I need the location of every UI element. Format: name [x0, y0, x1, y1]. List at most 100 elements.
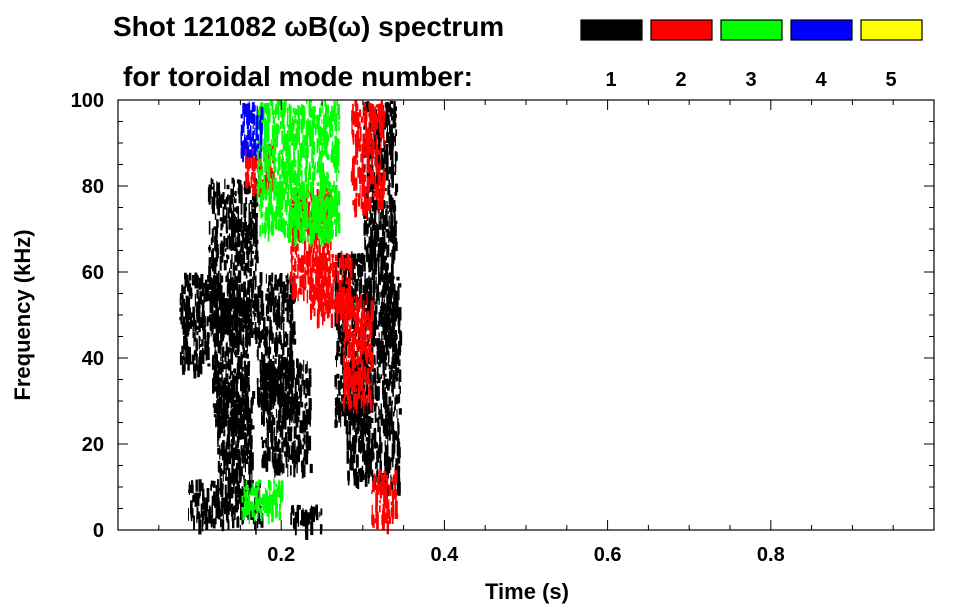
- spectrum-mark-mode-1: [179, 293, 182, 300]
- spectrum-mark-mode-1: [226, 463, 229, 471]
- spectrum-mark-mode-2: [364, 309, 366, 314]
- spectrum-mark-mode-1: [377, 453, 380, 463]
- spectrum-mark-mode-2: [343, 399, 345, 412]
- spectrum-mark-mode-1: [381, 148, 385, 153]
- spectrum-mark-mode-1: [237, 418, 240, 423]
- spectrum-mark-mode-1: [289, 337, 291, 346]
- spectrum-mark-mode-1: [222, 440, 225, 453]
- spectrum-mark-mode-1: [260, 280, 262, 285]
- spectrum-mark-mode-1: [285, 380, 287, 392]
- spectrum-mark-mode-1: [234, 255, 237, 263]
- spectrum-mark-mode-2: [363, 103, 366, 108]
- spectrum-mark-mode-1: [368, 236, 372, 244]
- spectrum-mark-mode-2: [347, 263, 351, 271]
- spectrum-mark-mode-1: [371, 452, 375, 460]
- spectrum-mark-mode-1: [266, 429, 268, 438]
- spectrum-mark-mode-1: [382, 163, 385, 174]
- spectrum-mark-mode-1: [236, 435, 240, 446]
- spectrum-mark-mode-1: [234, 450, 237, 460]
- spectrum-mark-mode-1: [384, 332, 388, 337]
- spectrum-mark-mode-1: [238, 492, 242, 501]
- spectrum-mark-mode-1: [212, 495, 215, 501]
- spectrum-mark-mode-1: [215, 517, 217, 525]
- spectrum-mark-mode-1: [218, 377, 222, 382]
- spectrum-mark-mode-2: [264, 174, 267, 188]
- spectrum-mark-mode-2: [357, 114, 359, 128]
- spectrum-mark-mode-1: [245, 207, 247, 211]
- spectrum-mark-mode-2: [355, 298, 357, 302]
- spectrum-mark-mode-1: [393, 331, 396, 341]
- spectrum-mark-mode-1: [385, 269, 388, 283]
- spectrum-mark-mode-1: [238, 363, 241, 368]
- spectrum-mark-mode-2: [347, 254, 351, 268]
- spectrum-mark-mode-1: [240, 512, 242, 521]
- spectrum-mark-mode-1: [292, 321, 296, 333]
- spectrum-mark-mode-2: [360, 312, 363, 322]
- spectrum-mark-mode-2: [340, 250, 343, 263]
- spectrum-mark-mode-1: [359, 279, 363, 294]
- spectrum-mark-mode-1: [247, 314, 251, 326]
- spectrum-mark-mode-1: [372, 205, 375, 212]
- spectrum-mark-mode-1: [395, 464, 397, 475]
- spectrum-mark-mode-1: [181, 302, 184, 317]
- spectrum-mark-mode-1: [208, 221, 211, 235]
- spectrum-mark-mode-1: [242, 451, 244, 461]
- spectrum-mark-mode-1: [212, 480, 216, 488]
- spectrum-mark-mode-1: [370, 386, 374, 400]
- spectrum-mark-mode-1: [226, 207, 228, 220]
- spectrum-mark-mode-1: [389, 195, 392, 200]
- spectrum-mark-mode-1: [377, 346, 381, 360]
- spectrum-mark-mode-1: [293, 463, 296, 478]
- spectrum-mark-mode-1: [254, 189, 258, 200]
- spectrum-mark-mode-2: [294, 261, 297, 272]
- spectrum-mark-mode-1: [390, 308, 393, 314]
- spectrum-mark-mode-1: [380, 212, 382, 223]
- spectrum-mark-mode-2: [249, 157, 252, 169]
- spectrum-mark-mode-1: [269, 420, 271, 433]
- spectrum-mark-mode-1: [370, 262, 374, 271]
- spectrum-mark-mode-1: [248, 461, 252, 474]
- spectrum-mark-mode-1: [295, 450, 298, 456]
- spectrum-mark-mode-1: [369, 448, 371, 461]
- spectrum-mark-mode-1: [337, 394, 339, 406]
- spectrum-mark-mode-1: [309, 418, 311, 426]
- spectrum-mark-mode-1: [221, 251, 224, 262]
- spectrum-mark-mode-1: [367, 457, 370, 468]
- spectrum-mark-mode-1: [299, 520, 303, 526]
- spectrum-mark-mode-1: [344, 271, 347, 277]
- spectrum-mark-mode-1: [277, 458, 280, 466]
- spectrum-mark-mode-1: [352, 288, 354, 301]
- spectrum-mark-mode-1: [300, 401, 304, 408]
- spectrum-mark-mode-1: [237, 458, 240, 470]
- spectrum-mark-mode-1: [244, 424, 247, 431]
- spectrum-mark-mode-1: [243, 307, 246, 320]
- spectrum-mark-mode-1: [200, 354, 203, 363]
- spectrum-mark-mode-1: [356, 416, 359, 427]
- spectrum-mark-mode-2: [359, 339, 363, 353]
- spectrum-mark-mode-1: [298, 396, 300, 400]
- spectrum-mark-mode-1: [392, 246, 396, 261]
- spectrum-mark-mode-1: [344, 407, 347, 413]
- spectrum-mark-mode-1: [231, 198, 234, 205]
- spectrum-mark-mode-1: [385, 342, 387, 351]
- spectrum-mark-mode-1: [352, 457, 354, 471]
- spectrum-mark-mode-1: [397, 441, 401, 457]
- spectrum-mark-mode-2: [309, 256, 311, 263]
- spectrum-mark-mode-1: [385, 242, 387, 249]
- spectrum-mark-mode-1: [245, 331, 248, 347]
- spectrum-mark-mode-1: [252, 391, 256, 399]
- spectrum-mark-mode-2: [346, 367, 350, 379]
- spectrum-mark-mode-1: [267, 438, 269, 448]
- spectrum-mark-mode-1: [334, 375, 337, 387]
- spectrum-mark-mode-2: [303, 255, 306, 265]
- spectrum-mark-mode-1: [209, 314, 212, 323]
- spectrum-mark-mode-1: [350, 411, 352, 426]
- spectrum-mark-mode-1: [251, 196, 254, 201]
- spectrum-mark-mode-1: [233, 232, 235, 238]
- spectrum-mark-mode-1: [379, 309, 382, 325]
- spectrum-mark-mode-1: [224, 178, 226, 190]
- spectrum-mark-mode-1: [279, 378, 282, 391]
- spectrum-mark-mode-1: [290, 335, 293, 344]
- spectrum-mark-mode-1: [289, 284, 293, 294]
- spectrum-mark-mode-2: [360, 167, 363, 172]
